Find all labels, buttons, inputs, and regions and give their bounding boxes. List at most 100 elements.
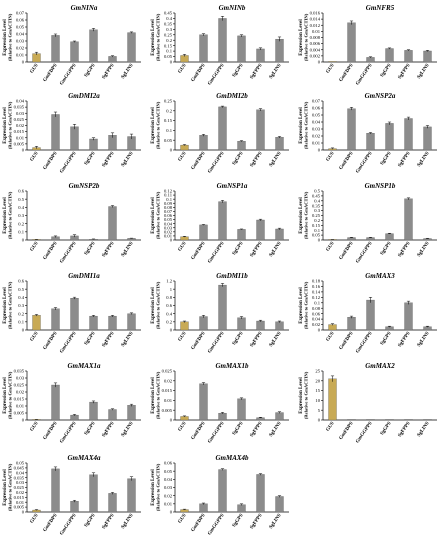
y-tick-label: 0.015 — [14, 495, 25, 500]
bar — [237, 229, 246, 241]
x-tick-label: SgLINS — [121, 513, 135, 530]
y-tick-label: 0.01 — [164, 501, 173, 506]
y-tick-label: 0.35 — [312, 203, 321, 208]
bar — [237, 317, 246, 331]
chart-title: GmNINa — [71, 4, 98, 12]
y-tick-label: 0.01 — [312, 29, 321, 34]
bar — [256, 474, 265, 513]
y-axis-label: Expression Level — [299, 19, 304, 56]
y-tick-label: 0.025 — [14, 383, 25, 388]
y-tick-label: 0.05 — [164, 469, 173, 474]
y-tick-label: 0.2 — [166, 108, 172, 113]
y-tick-label: 0.005 — [162, 408, 173, 413]
y-tick-label: 0.14 — [312, 289, 321, 294]
y-tick-label: 0.06 — [164, 213, 173, 218]
bar — [51, 114, 60, 151]
y-tick-label: 0.016 — [310, 11, 321, 16]
y-tick-label: 0.15 — [164, 118, 173, 123]
x-tick-label: GUS — [30, 151, 40, 162]
x-tick-label: GUS — [178, 421, 188, 432]
y-tick-label: 0.025 — [162, 369, 173, 374]
y-tick-label: 0.3 — [314, 208, 320, 213]
x-tick-label: GUS — [178, 513, 188, 524]
x-tick-label: GUS — [178, 241, 188, 252]
bar — [347, 22, 356, 63]
y-tick-label: 0.06 — [312, 106, 321, 111]
x-tick-label: GmFDPS — [339, 241, 355, 261]
y-tick-label: 0.035 — [14, 475, 25, 480]
y-tick-label: 0 — [22, 60, 25, 65]
y-tick-label: 0.005 — [14, 141, 25, 146]
y-tick-label: 0.25 — [164, 99, 173, 104]
x-tick-label: GmFDPS — [191, 421, 207, 441]
x-tick-label: GmFDPS — [191, 331, 207, 351]
y-tick-label: 0.02 — [164, 229, 173, 234]
x-tick-label: GUS — [326, 331, 336, 342]
y-tick-label: 0.11 — [164, 193, 173, 198]
x-tick-label: SgFPPS — [102, 421, 116, 438]
y-tick-label: 0.006 — [310, 41, 321, 46]
chart-panel: GmNSP1b Expression Level (Relative to GmAC… — [299, 182, 437, 264]
y-tick-label: 0.1 — [166, 49, 172, 54]
x-tick-label: GmGGPPS — [207, 421, 225, 444]
y-tick-label: 0.01 — [164, 234, 173, 239]
x-tick-label: SgGPS — [380, 331, 393, 346]
chart-title: GmMAX2 — [365, 362, 395, 370]
y-tick-label: 0.014 — [310, 17, 321, 22]
y-tick-label: 0.3 — [18, 213, 24, 218]
chart-title: GmNSP1a — [217, 182, 248, 190]
chart-panel: GmMAX1b Expression Level (Relative to GmAC… — [151, 362, 289, 444]
x-tick-label: SgFPPS — [102, 63, 116, 80]
x-tick-label: GUS — [30, 513, 40, 524]
y-tick-label: 0.02 — [164, 493, 173, 498]
bar — [199, 135, 208, 151]
y-tick-label: 20 — [315, 378, 320, 383]
bar — [366, 133, 375, 151]
x-tick-label: SgLINS — [269, 151, 283, 168]
y-tick-label: 0.2 — [166, 38, 172, 43]
x-tick-label: GmGGPPS — [207, 63, 225, 86]
y-axis-sublabel: (Relative to GmACTIN) — [156, 463, 161, 511]
chart-title: GmDMI1b — [216, 272, 248, 280]
chart-title: GmDMI2b — [216, 92, 248, 100]
bar — [180, 321, 189, 331]
x-tick-label: SgLINS — [121, 331, 135, 348]
chart-panel: GmNINa Expression Level (Relative to GmACT… — [3, 4, 141, 86]
x-tick-label: GmFDPS — [191, 513, 207, 533]
bar — [108, 315, 117, 331]
y-axis-sublabel: (Relative to GmACTIN) — [156, 281, 161, 329]
bar — [89, 29, 98, 63]
y-tick-label: 15 — [315, 388, 320, 393]
y-tick-label: 1 — [170, 287, 173, 292]
x-tick-label: SgLINS — [417, 241, 431, 258]
bar — [218, 284, 227, 331]
y-tick-label: 0.008 — [310, 35, 321, 40]
bar — [89, 138, 98, 151]
y-tick-label: 0.4 — [166, 16, 172, 21]
y-tick-label: 0.2 — [18, 221, 24, 226]
y-axis-label: Expression Level — [299, 197, 304, 234]
bar — [404, 50, 413, 63]
y-axis-sublabel: (Relative to GmACTIN) — [156, 13, 161, 61]
y-tick-label: 0.6 — [166, 303, 172, 308]
y-tick-label: 0.035 — [14, 369, 25, 374]
y-tick-label: 0 — [22, 418, 25, 423]
x-tick-label: GmGGPPS — [59, 331, 77, 354]
y-tick-label: 25 — [315, 369, 320, 374]
chart-panel: GmNFR5 Expression Level (Relative to GmACT… — [299, 4, 437, 86]
x-tick-label: GmFDPS — [43, 421, 59, 441]
y-tick-label: 0.45 — [312, 194, 321, 199]
y-tick-label: 0.02 — [312, 134, 321, 139]
x-tick-label: GmGGPPS — [355, 63, 373, 86]
x-tick-label: GUS — [30, 421, 40, 432]
y-tick-label: 10 — [315, 398, 320, 403]
x-tick-label: GmGGPPS — [59, 241, 77, 264]
x-tick-label: SgFPPS — [398, 421, 412, 438]
bar — [385, 123, 394, 151]
y-tick-label: 0.01 — [16, 404, 25, 409]
x-tick-label: SgLINS — [417, 63, 431, 80]
bar — [127, 478, 136, 513]
x-tick-label: GUS — [326, 151, 336, 162]
y-axis-label: Expression Level — [3, 469, 8, 506]
y-tick-label: 0.04 — [16, 99, 25, 104]
